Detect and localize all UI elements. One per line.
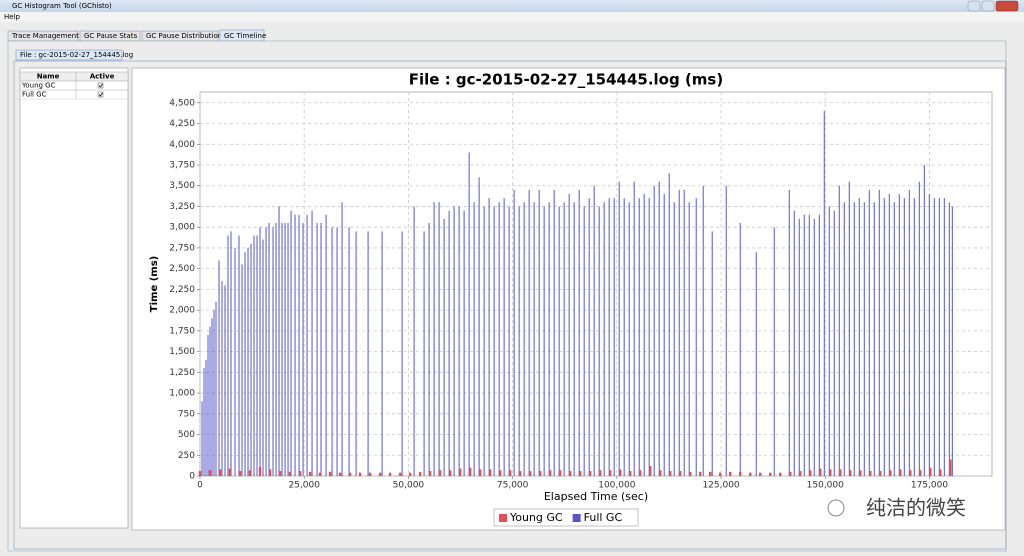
x-tick-label: 50,000 <box>393 481 425 491</box>
tab-label: Trace Management <box>11 32 79 40</box>
y-tick-label: 2,750 <box>169 243 195 253</box>
legend-box <box>493 508 639 527</box>
x-axis-label: Elapsed Time (sec) <box>544 490 648 503</box>
plot-area <box>199 91 993 477</box>
y-tick-label: 3,000 <box>169 223 195 233</box>
table-cell: Full GC <box>22 91 47 99</box>
checkmark <box>98 92 103 97</box>
table-cell: Young GC <box>21 82 56 90</box>
y-tick-label: 3,500 <box>169 181 195 191</box>
y-tick-label: 1,250 <box>169 368 195 378</box>
file-tab[interactable] <box>15 49 123 61</box>
legend-swatch <box>499 514 507 522</box>
y-tick-label: 500 <box>178 430 195 440</box>
table-header-cell: Active <box>90 73 115 81</box>
legend-label: Young GC <box>509 511 563 524</box>
checkmark <box>98 83 103 88</box>
x-tick-label: 125,000 <box>702 481 739 491</box>
y-tick-label: 1,000 <box>169 389 195 399</box>
y-tick-label: 2,000 <box>169 306 195 316</box>
tab-bar: Trace Management GC Pause Stats GC Pause D… <box>7 29 266 42</box>
y-tick-label: 4,250 <box>169 119 195 129</box>
table-header-cell: Name <box>37 73 60 81</box>
file-tab-label: File : gc-2015-02-27_154445.log <box>20 51 133 59</box>
tab-label: GC Pause Distribution <box>146 32 222 40</box>
table-row <box>19 89 129 100</box>
tab-label: GC Pause Stats <box>84 32 138 40</box>
y-tick-label: 1,750 <box>169 326 195 336</box>
y-tick-label: 4,000 <box>169 140 195 150</box>
file-panel <box>13 60 1007 550</box>
y-tick-label: 3,750 <box>169 160 195 170</box>
checkbox[interactable] <box>97 82 104 89</box>
x-tick-label: 100,000 <box>598 481 635 491</box>
x-tick-label: 175,000 <box>911 481 948 491</box>
x-tick-label: 150,000 <box>807 481 844 491</box>
menu-bar <box>0 12 1024 22</box>
tab-label: GC Timeline <box>224 32 266 40</box>
y-tick-label: 4,500 <box>169 98 195 108</box>
y-tick-label: 3,250 <box>169 202 195 212</box>
x-tick-label: 75,000 <box>497 481 529 491</box>
y-axis-label: Time (ms) <box>149 256 160 312</box>
title-bar <box>0 0 1024 12</box>
watermark-text: 纯洁的微笑 <box>866 496 966 520</box>
x-tick-label: 0 <box>197 481 203 491</box>
y-tick-label: 2,250 <box>169 285 195 295</box>
y-tick-label: 2,500 <box>169 264 195 274</box>
watermark-icon <box>827 499 845 517</box>
x-tick-label: 25,000 <box>288 481 320 491</box>
menu-item[interactable]: Help <box>4 13 21 21</box>
legend: Young GC Full GC <box>493 508 639 527</box>
watermark: 纯洁的微笑 <box>827 496 966 520</box>
y-tick-label: 750 <box>178 409 195 419</box>
close-button[interactable] <box>995 0 1019 12</box>
series-table <box>19 67 129 529</box>
y-tick-label: 250 <box>178 451 195 461</box>
legend-swatch <box>572 514 581 522</box>
maximize-button[interactable] <box>981 0 995 12</box>
window-title: GC Histogram Tool (GChisto) <box>12 2 112 10</box>
y-tick-label: 1,500 <box>169 347 195 357</box>
checkbox[interactable] <box>97 91 104 98</box>
chart-title: File : gc-2015-02-27_154445.log (ms) <box>409 71 723 89</box>
legend-label: Full GC <box>584 511 623 524</box>
minimize-button[interactable] <box>967 0 981 12</box>
y-tick-label: 0 <box>189 472 195 482</box>
